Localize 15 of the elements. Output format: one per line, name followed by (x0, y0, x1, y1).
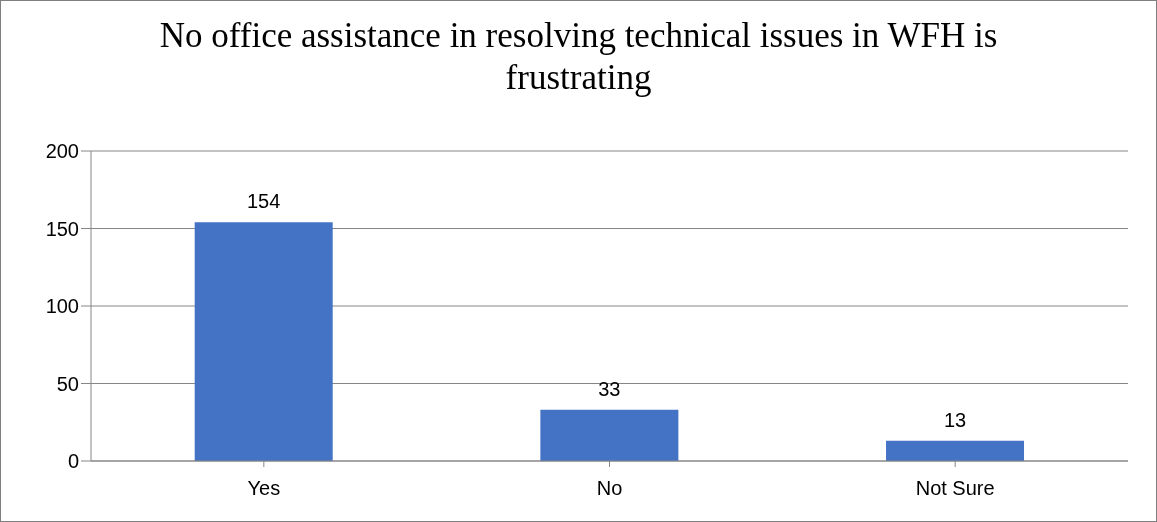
data-label: 154 (247, 190, 281, 213)
bar (886, 440, 1025, 461)
y-tick-label: 200 (45, 140, 79, 163)
y-tick-label: 100 (45, 295, 79, 318)
x-tick-label: Not Sure (915, 477, 995, 500)
y-tick-label: 0 (67, 450, 79, 473)
chart-title: No office assistance in resolving technical issues in WFH is frustrating (158, 15, 999, 99)
x-tick-label: Yes (247, 477, 281, 500)
y-tick-label: 50 (56, 372, 79, 395)
x-tick-label: No (596, 477, 623, 500)
y-tick-label: 150 (45, 217, 79, 240)
data-label: 33 (598, 377, 621, 400)
bar (194, 222, 333, 461)
bar (540, 409, 679, 461)
data-label: 13 (943, 408, 967, 431)
